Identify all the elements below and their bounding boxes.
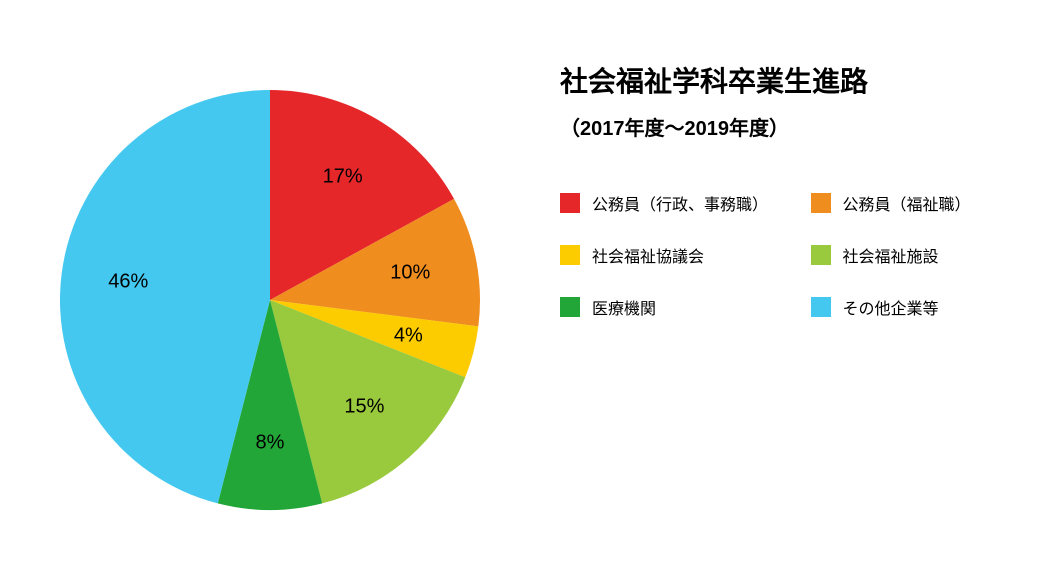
pie-slice-label: 15% <box>344 396 384 419</box>
legend-swatch <box>560 245 580 265</box>
pie-chart: 17% 10% 4% 15% 8% 46% <box>30 40 510 520</box>
legend-item: その他企業等 <box>811 295 1022 319</box>
legend-item: 公務員（行政、事務職） <box>560 191 771 215</box>
legend-label: その他企業等 <box>843 295 939 319</box>
legend-label: 公務員（行政、事務職） <box>592 191 768 215</box>
legend-item: 社会福祉協議会 <box>560 243 771 267</box>
legend-swatch <box>560 297 580 317</box>
pie-slice-label: 17% <box>323 166 363 189</box>
chart-title: 社会福祉学科卒業生進路 <box>560 60 1021 100</box>
legend-item: 社会福祉施設 <box>811 243 1022 267</box>
legend-swatch <box>560 193 580 213</box>
legend-swatch <box>811 193 831 213</box>
legend-label: 公務員（福祉職） <box>843 191 971 215</box>
pie-slice-label: 46% <box>108 271 148 294</box>
legend-label: 社会福祉施設 <box>843 243 939 267</box>
legend-swatch <box>811 245 831 265</box>
legend: 公務員（行政、事務職） 公務員（福祉職） 社会福祉協議会 社会福祉施設医療機関 その他企… <box>560 191 1021 319</box>
legend-item: 公務員（福祉職） <box>811 191 1022 215</box>
chart-subtitle: （2017年度～2019年度） <box>560 112 1021 141</box>
legend-label: 社会福祉協議会 <box>592 243 704 267</box>
pie-slice-label: 4% <box>394 324 423 347</box>
legend-item: 医療機関 <box>560 295 771 319</box>
legend-swatch <box>811 297 831 317</box>
chart-container: 17% 10% 4% 15% 8% 46% 社会福祉学科卒業生進路 （2017年度～201… <box>0 0 1051 567</box>
legend-label: 医療機関 <box>592 295 656 319</box>
pie-slice-label: 8% <box>256 431 285 454</box>
pie-slice-label: 10% <box>390 262 430 285</box>
info-panel: 社会福祉学科卒業生進路 （2017年度～2019年度） 公務員（行政、事務職）公… <box>510 40 1021 319</box>
